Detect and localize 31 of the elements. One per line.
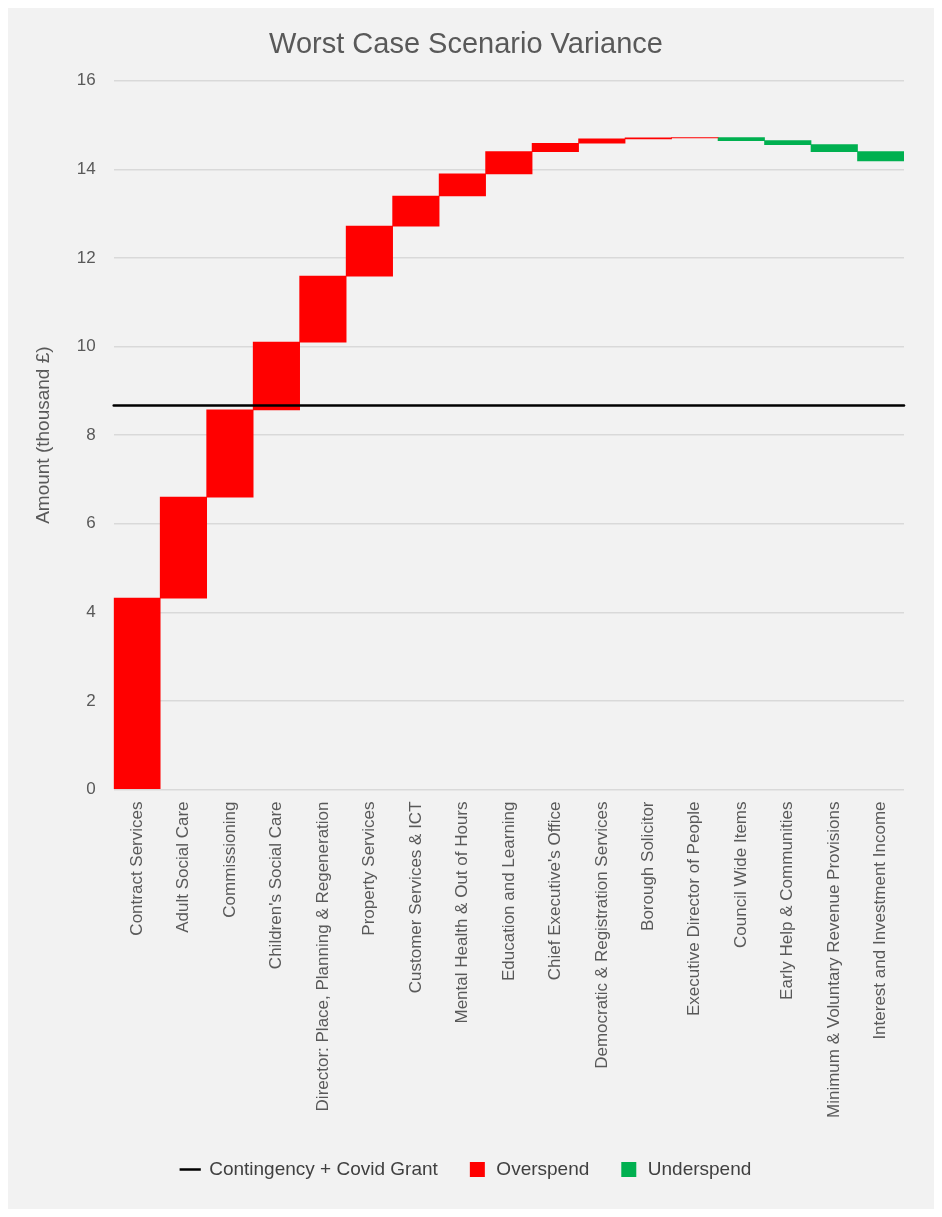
- x-tick-label: Borough Solicitor: [638, 801, 658, 931]
- y-tick-label: 12: [76, 247, 96, 267]
- x-tick-label: Property Services: [359, 801, 379, 936]
- x-tick-label: Education and Learning: [498, 801, 518, 982]
- x-tick-label: Customer Services & ICT: [405, 801, 425, 994]
- x-tick-label: Commissioning: [219, 801, 239, 918]
- x-tick-label: Minimum & Voluntary Revenue Provisions: [823, 801, 843, 1119]
- x-tick-label: Early Help & Communities: [777, 801, 797, 1000]
- y-tick-label: 6: [86, 513, 96, 533]
- x-tick-label: Interest and Investment Income: [870, 801, 890, 1040]
- legend-label: Overspend: [496, 1157, 590, 1179]
- x-tick-label: Adult Social Care: [173, 801, 193, 933]
- x-tick-label: Mental Health & Out of Hours: [452, 801, 472, 1024]
- y-tick-label: 8: [86, 424, 96, 444]
- y-tick-label: 16: [76, 70, 96, 90]
- y-tick-label: 14: [76, 159, 96, 179]
- y-axis-title: Amount (thousand £): [31, 346, 53, 524]
- x-tick-label: Democratic & Registration Services: [591, 801, 611, 1069]
- y-tick-label: 0: [86, 779, 96, 799]
- x-tick-label: Council Wide Items: [730, 801, 750, 948]
- x-tick-label: Contract Services: [126, 801, 146, 936]
- x-tick-label: Director: Place, Planning & Regeneration: [312, 801, 332, 1112]
- x-tick-label: Executive Director of People: [684, 801, 704, 1016]
- legend-label: Contingency + Covid Grant: [209, 1157, 439, 1179]
- y-tick-label: 10: [76, 336, 96, 356]
- chart-title: Worst Case Scenario Variance: [269, 27, 663, 60]
- x-tick-label: Children's Social Care: [266, 801, 286, 970]
- y-tick-label: 2: [86, 690, 96, 710]
- legend-label: Underspend: [647, 1157, 752, 1179]
- y-tick-label: 4: [86, 601, 96, 621]
- x-tick-label: Chief Executive's Office: [545, 801, 565, 981]
